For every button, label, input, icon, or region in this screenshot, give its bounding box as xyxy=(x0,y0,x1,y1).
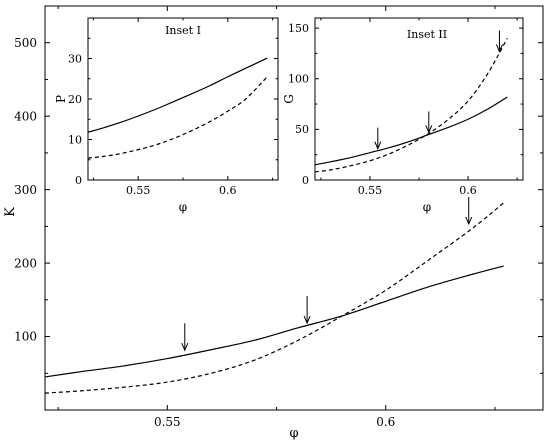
inset1-series-solid xyxy=(87,57,268,133)
inset-1-curves xyxy=(87,57,268,159)
inset-1-ticks xyxy=(88,18,278,181)
inset-1-x-axis-label: φ xyxy=(179,200,187,214)
down-arrow-icon xyxy=(181,323,189,352)
inset-2-x-axis-label: φ xyxy=(423,200,431,214)
x-tick-label: 0.6 xyxy=(376,415,395,429)
y-tick-label: 0 xyxy=(302,174,309,187)
y-tick-label: 20 xyxy=(68,93,82,106)
inset-1-plot: 0.55 0.6 0 10 20 30 Inset I φ P xyxy=(54,17,279,214)
inset-2-plot: 0.55 0.6 0 50 100 150 Inset II φ G xyxy=(282,17,524,214)
down-arrow-icon xyxy=(495,30,503,53)
inset-2-arrows xyxy=(374,30,503,150)
x-tick-label: 0.55 xyxy=(154,415,181,429)
main-curves xyxy=(44,202,505,394)
y-tick-label: 0 xyxy=(75,174,82,187)
down-arrow-icon xyxy=(374,127,382,150)
inset1-series-dashed xyxy=(87,76,268,159)
inset-1-title: Inset I xyxy=(165,24,201,37)
inset-1-tick-labels: 0.55 0.6 0 10 20 30 xyxy=(68,52,237,197)
y-tick-label: 100 xyxy=(14,330,37,344)
main-ticks xyxy=(45,5,543,410)
down-arrow-icon xyxy=(425,111,433,134)
y-tick-label: 10 xyxy=(68,133,82,146)
main-arrows xyxy=(181,196,473,352)
y-tick-label: 100 xyxy=(288,73,309,86)
main-series-dashed xyxy=(44,202,505,394)
y-tick-label: 400 xyxy=(14,109,37,123)
y-tick-label: 300 xyxy=(14,183,37,197)
inset-2-background xyxy=(315,18,523,180)
inset-2-curves xyxy=(314,37,508,173)
inset-2-ticks xyxy=(315,18,523,181)
x-tick-label: 0.6 xyxy=(459,184,477,197)
main-plot-frame xyxy=(44,5,544,411)
x-tick-label: 0.55 xyxy=(358,184,383,197)
inset2-series-solid xyxy=(314,96,508,166)
down-arrow-icon xyxy=(465,196,473,226)
main-x-axis-label: φ xyxy=(289,426,298,441)
x-tick-label: 0.6 xyxy=(219,184,237,197)
inset-2-y-axis-label: G xyxy=(282,94,296,104)
y-tick-label: 50 xyxy=(295,123,309,136)
inset2-series-dashed xyxy=(314,37,508,173)
inset-1-y-axis-label: P xyxy=(54,95,68,103)
x-tick-label: 0.55 xyxy=(126,184,151,197)
inset-1-background xyxy=(88,18,278,180)
y-tick-label: 150 xyxy=(288,22,309,35)
y-tick-label: 30 xyxy=(68,52,82,65)
down-arrow-icon xyxy=(303,296,311,325)
main-series-solid xyxy=(44,265,504,378)
y-tick-label: 200 xyxy=(14,256,37,270)
inset-2-title: Inset II xyxy=(407,28,447,41)
inset-2-tick-labels: 0.55 0.6 0 50 100 150 xyxy=(288,22,477,197)
main-y-axis-label: K xyxy=(3,207,18,217)
y-tick-label: 500 xyxy=(14,36,37,50)
